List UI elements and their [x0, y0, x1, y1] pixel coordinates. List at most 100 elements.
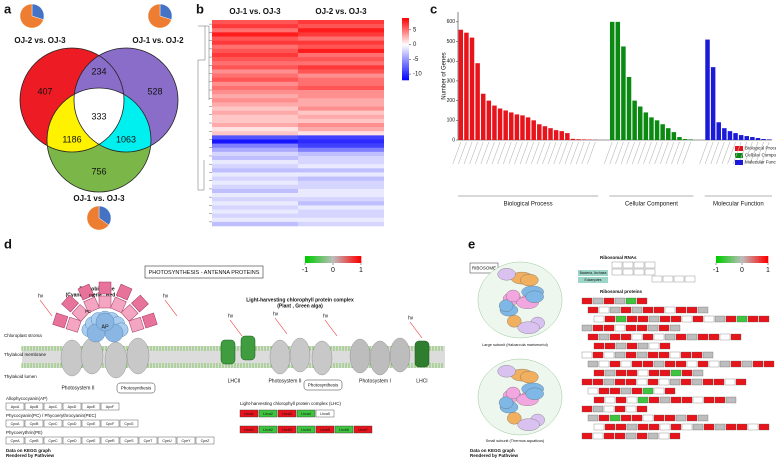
color-scale [740, 256, 743, 263]
rrna-box [651, 275, 663, 283]
label: Photosystem II [268, 378, 301, 384]
gene-label: CpeT [144, 439, 154, 443]
gene-box [5, 402, 25, 411]
color-bar [402, 59, 409, 62]
gene-box [277, 409, 297, 418]
protein-box [714, 423, 726, 431]
pe-disc [61, 294, 79, 313]
protein-box [670, 396, 682, 404]
protein-box [625, 351, 637, 359]
protein-box [604, 369, 616, 377]
protein-blob [525, 290, 544, 303]
color-scale [334, 256, 338, 263]
light-arrow [164, 299, 178, 317]
category-tick [721, 141, 731, 165]
protein-box [587, 387, 599, 395]
protein-box [659, 315, 671, 323]
gene-box [315, 425, 335, 434]
heat-cell [298, 131, 384, 136]
heat-cell [212, 135, 298, 140]
color-scale [761, 256, 764, 263]
protein-box [725, 396, 737, 404]
heat-cell [212, 221, 298, 227]
protein-box [598, 387, 610, 395]
gene-box [195, 436, 215, 445]
protein-box [637, 369, 649, 377]
light-label: hν [323, 313, 329, 319]
bar [525, 117, 531, 140]
heat-cell [298, 155, 384, 161]
gene-box [138, 436, 158, 445]
protein-box [637, 423, 649, 431]
heat-cell [212, 61, 298, 66]
gene-box [62, 402, 82, 411]
protein-box [614, 297, 626, 305]
bar [497, 108, 503, 140]
heat-cell [212, 209, 298, 214]
bar [480, 93, 486, 140]
gene-label: CpeY [182, 439, 192, 443]
color-bar [402, 66, 409, 68]
heat-cell [212, 164, 298, 169]
gene-label: Lhca1 [244, 412, 254, 416]
protein-blob [520, 273, 539, 287]
gene-label: CpeA [11, 439, 21, 443]
protein-box [642, 333, 654, 341]
category-tick [570, 141, 579, 165]
heat-cell [212, 197, 298, 202]
protein-box [714, 315, 726, 323]
label: (Cyanobacteria , Red alga) [66, 292, 129, 298]
color-scale [750, 256, 753, 263]
color-scale [319, 256, 323, 263]
pie-slice [98, 205, 112, 226]
protein-box [702, 351, 714, 359]
gene-box [24, 402, 44, 411]
rrna-box [611, 261, 623, 269]
protein-box [658, 378, 670, 386]
heat-cell [212, 168, 298, 173]
gene-box [100, 419, 120, 428]
color-bar [402, 64, 409, 67]
protein-box [658, 432, 670, 440]
label: PE [89, 293, 95, 298]
color-scale [329, 256, 332, 263]
category-tick [671, 141, 680, 165]
gene-box [43, 402, 63, 411]
venn-overlap [74, 88, 124, 152]
label: LHCII [228, 378, 241, 384]
protein-box [620, 333, 632, 341]
color-scale [308, 256, 311, 263]
gene-box [157, 436, 177, 445]
protein-box [592, 405, 604, 413]
category-tick [637, 141, 647, 165]
protein-box [686, 333, 698, 341]
protein-box [636, 324, 648, 332]
category-tick [452, 141, 462, 165]
heat-cell [298, 44, 384, 50]
heat-cell [298, 201, 384, 206]
protein-box [675, 360, 687, 368]
heat-cell [298, 69, 384, 74]
heat-cell [298, 168, 384, 173]
protein-box [620, 414, 632, 422]
rrna-box [633, 261, 645, 269]
protein-box [708, 360, 720, 368]
category-tick [704, 141, 714, 165]
heat-cell [298, 143, 384, 149]
protein-box [681, 369, 693, 377]
color-bar [402, 75, 409, 78]
protein-box [736, 423, 748, 431]
heat-cell [212, 118, 298, 124]
protein-box [592, 297, 604, 305]
y-axis-label: Number of Genes [442, 52, 448, 99]
heat-cell [212, 131, 298, 136]
protein-box [626, 369, 638, 377]
protein-box [647, 351, 659, 359]
protein [80, 337, 104, 375]
link-label: Photosynthesis [308, 383, 339, 388]
bar [761, 139, 766, 140]
color-bar [402, 70, 409, 73]
protein-box [614, 405, 626, 413]
pe-disc [120, 304, 139, 322]
label: (Plant , Green alga) [277, 303, 323, 309]
